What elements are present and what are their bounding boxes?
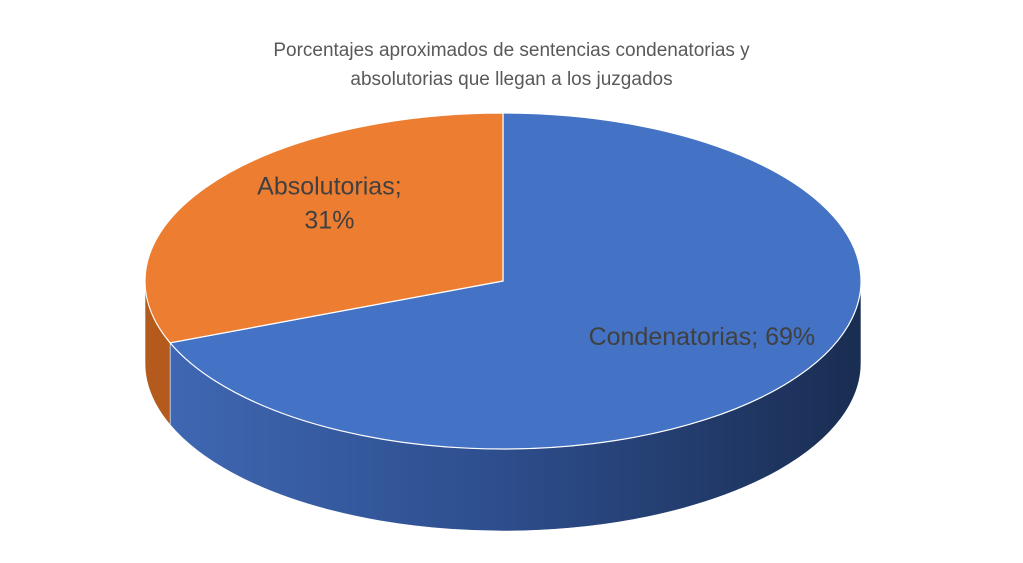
chart-title-line-1: Porcentajes aproximados de sentencias co… — [273, 40, 750, 61]
chart-title-line-2: absolutorias que llegan a los juzgados — [350, 69, 673, 90]
chart-title: Porcentajes aproximados de sentencias co… — [0, 36, 1023, 94]
pie-slice-absolutorias — [144, 112, 504, 344]
pie-slice-condenatorias — [169, 112, 862, 450]
data-label-condenatorias: Condenatorias; 69% — [589, 323, 816, 351]
data-label-absolutorias: Absolutorias; 31% — [257, 172, 402, 234]
